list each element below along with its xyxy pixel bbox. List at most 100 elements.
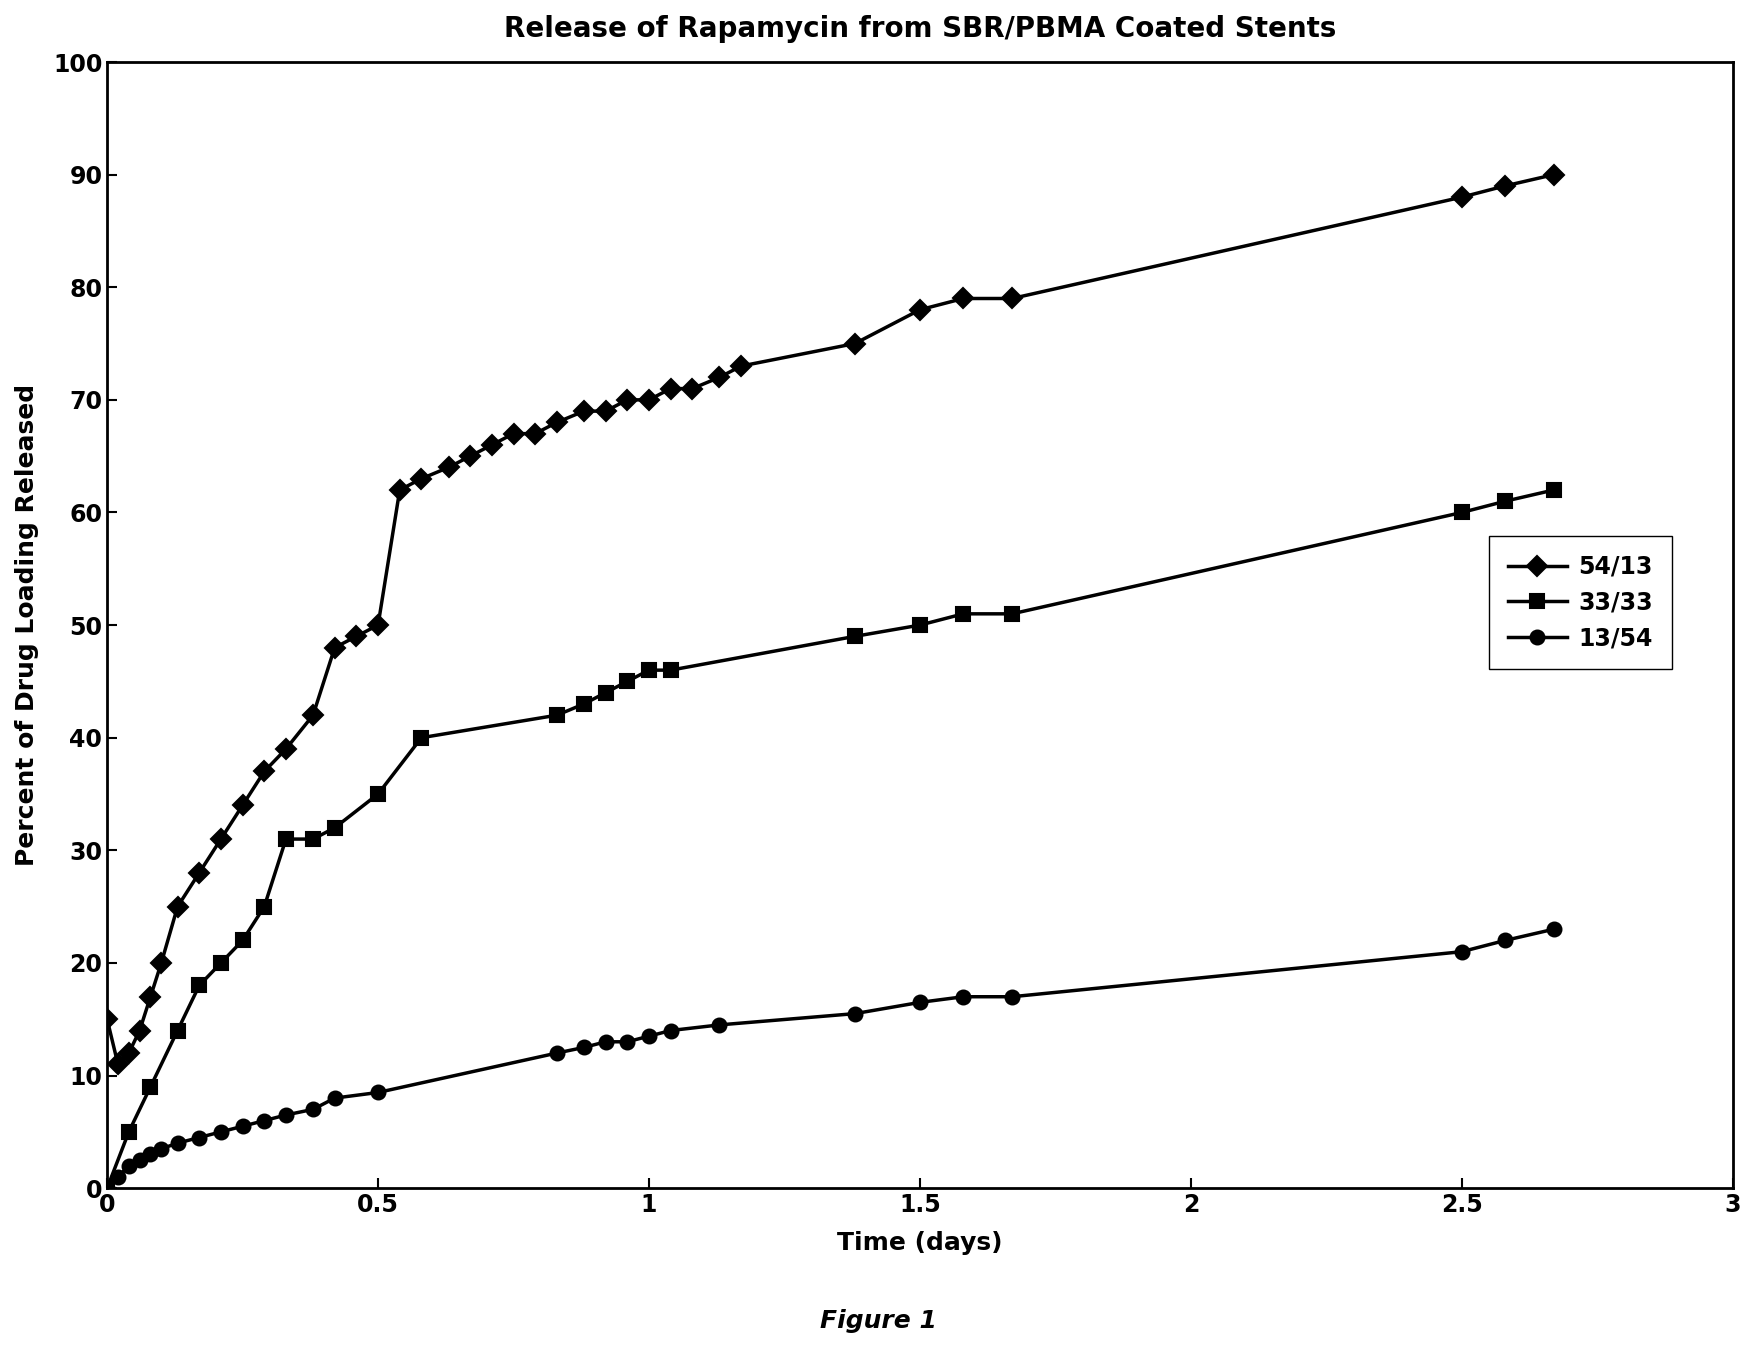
33/33 — [616, 673, 637, 689]
13/54 — [140, 1146, 161, 1162]
33/33 — [909, 617, 930, 634]
Line: 54/13: 54/13 — [100, 168, 1560, 1071]
54/13 — [709, 369, 730, 385]
33/33 — [953, 605, 974, 621]
Title: Release of Rapamycin from SBR/PBMA Coated Stents: Release of Rapamycin from SBR/PBMA Coate… — [504, 15, 1336, 43]
54/13 — [151, 955, 172, 971]
33/33 — [1000, 605, 1021, 621]
Legend: 54/13, 33/33, 13/54: 54/13, 33/33, 13/54 — [1488, 536, 1671, 669]
13/54 — [546, 1044, 567, 1061]
54/13 — [546, 415, 567, 431]
33/33 — [140, 1078, 161, 1094]
13/54 — [660, 1023, 681, 1039]
54/13 — [346, 628, 367, 644]
33/33 — [411, 730, 432, 746]
Text: Figure 1: Figure 1 — [820, 1309, 935, 1333]
54/13 — [1543, 166, 1564, 182]
54/13 — [730, 358, 751, 374]
13/54 — [909, 994, 930, 1011]
54/13 — [390, 482, 411, 499]
54/13 — [574, 403, 595, 419]
54/13 — [140, 989, 161, 1005]
Line: 33/33: 33/33 — [100, 484, 1560, 1196]
54/13 — [502, 426, 523, 442]
54/13 — [411, 470, 432, 486]
54/13 — [325, 639, 346, 655]
13/54 — [276, 1106, 297, 1123]
13/54 — [118, 1158, 139, 1174]
54/13 — [660, 381, 681, 397]
13/54 — [107, 1169, 128, 1185]
54/13 — [211, 831, 232, 847]
13/54 — [953, 989, 974, 1005]
33/33 — [595, 685, 616, 701]
13/54 — [211, 1124, 232, 1140]
54/13 — [253, 763, 274, 780]
33/33 — [639, 662, 660, 678]
54/13 — [367, 617, 388, 634]
13/54 — [232, 1119, 253, 1135]
33/33 — [367, 786, 388, 802]
13/54 — [367, 1085, 388, 1101]
33/33 — [574, 696, 595, 712]
54/13 — [167, 898, 188, 915]
54/13 — [909, 301, 930, 317]
54/13 — [1450, 189, 1471, 205]
54/13 — [616, 392, 637, 408]
33/33 — [1494, 493, 1515, 509]
54/13 — [302, 707, 323, 723]
13/54 — [151, 1140, 172, 1156]
13/54 — [1450, 943, 1471, 959]
13/54 — [253, 1112, 274, 1128]
54/13 — [681, 381, 702, 397]
33/33 — [167, 1023, 188, 1039]
33/33 — [211, 955, 232, 971]
54/13 — [844, 335, 865, 351]
13/54 — [595, 1034, 616, 1050]
54/13 — [1000, 290, 1021, 307]
13/54 — [1494, 932, 1515, 948]
13/54 — [639, 1028, 660, 1044]
54/13 — [639, 392, 660, 408]
13/54 — [1543, 921, 1564, 938]
54/13 — [481, 436, 502, 453]
13/54 — [844, 1005, 865, 1021]
54/13 — [118, 1044, 139, 1061]
33/33 — [1543, 482, 1564, 499]
33/33 — [118, 1124, 139, 1140]
54/13 — [232, 797, 253, 813]
13/54 — [1000, 989, 1021, 1005]
54/13 — [276, 740, 297, 757]
33/33 — [253, 898, 274, 915]
Line: 13/54: 13/54 — [100, 923, 1560, 1196]
13/54 — [97, 1179, 118, 1196]
33/33 — [660, 662, 681, 678]
54/13 — [97, 1011, 118, 1027]
33/33 — [302, 831, 323, 847]
54/13 — [1494, 178, 1515, 195]
33/33 — [97, 1179, 118, 1196]
13/54 — [167, 1135, 188, 1151]
13/54 — [302, 1101, 323, 1117]
13/54 — [574, 1039, 595, 1055]
54/13 — [107, 1056, 128, 1073]
13/54 — [616, 1034, 637, 1050]
54/13 — [953, 290, 974, 307]
33/33 — [232, 932, 253, 948]
13/54 — [709, 1017, 730, 1034]
33/33 — [844, 628, 865, 644]
54/13 — [460, 449, 481, 465]
13/54 — [188, 1129, 209, 1146]
54/13 — [188, 865, 209, 881]
X-axis label: Time (days): Time (days) — [837, 1231, 1002, 1255]
54/13 — [525, 426, 546, 442]
54/13 — [437, 459, 458, 476]
Y-axis label: Percent of Drug Loading Released: Percent of Drug Loading Released — [16, 384, 39, 866]
13/54 — [325, 1090, 346, 1106]
33/33 — [188, 977, 209, 993]
54/13 — [595, 403, 616, 419]
33/33 — [325, 820, 346, 836]
33/33 — [1450, 504, 1471, 520]
33/33 — [546, 707, 567, 723]
33/33 — [276, 831, 297, 847]
